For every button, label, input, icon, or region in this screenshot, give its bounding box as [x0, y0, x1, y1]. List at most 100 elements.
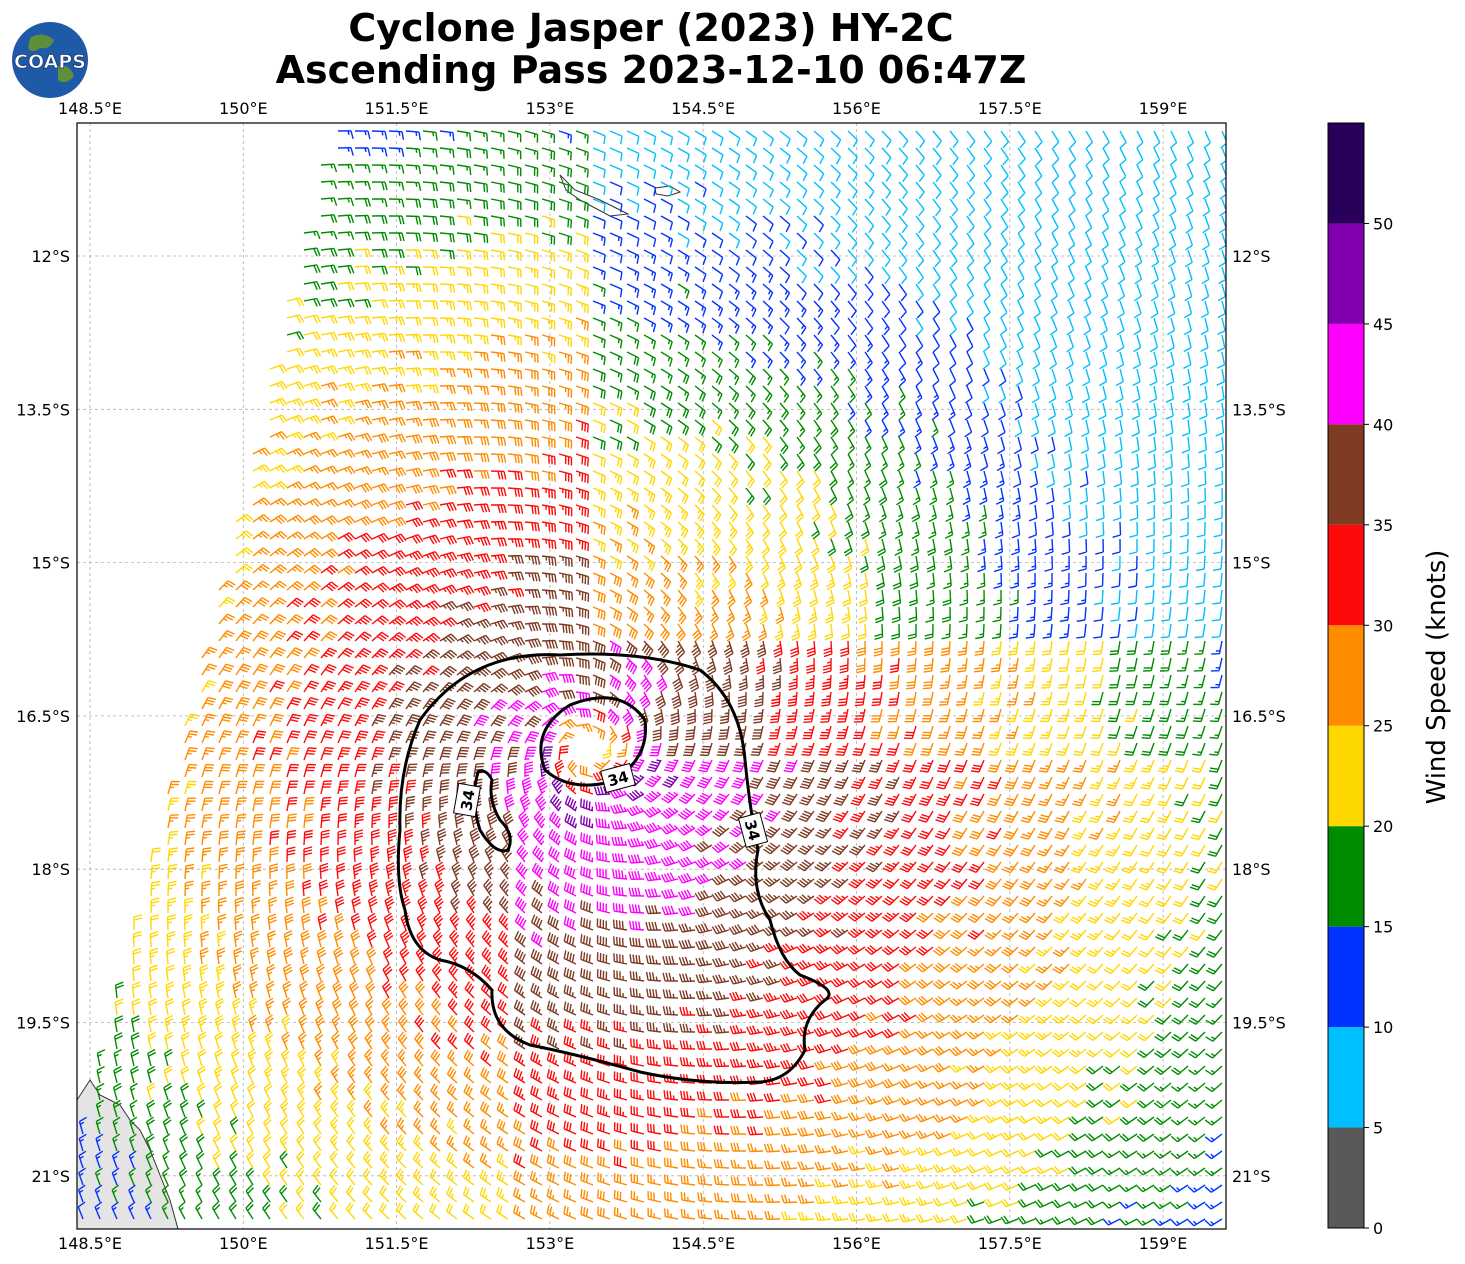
wind-barb: [1015, 351, 1024, 370]
wind-barb: [875, 589, 885, 607]
wind-barb: [1045, 504, 1055, 522]
wind-barb: [1072, 776, 1087, 790]
wind-barb: [884, 793, 900, 807]
wind-barb: [1001, 929, 1019, 941]
wind-barb: [1158, 725, 1172, 739]
wind-barb: [283, 930, 293, 948]
wind-barb: [626, 419, 640, 435]
wind-barb: [320, 381, 339, 391]
wind-barb: [371, 416, 389, 426]
wind-barb: [233, 930, 243, 948]
wind-barb: [1001, 912, 1019, 924]
wind-barb: [932, 266, 941, 285]
wind-barb: [718, 725, 730, 740]
wind-barb: [1034, 249, 1042, 268]
wind-barb: [745, 164, 758, 181]
lon-tick-label-bottom: 151.5°E: [365, 1234, 429, 1253]
wind-barb: [468, 844, 480, 863]
wind-barb: [337, 415, 356, 425]
wind-barb: [580, 849, 594, 863]
wind-barb: [925, 589, 935, 607]
wind-barb: [1167, 300, 1176, 319]
wind-barb: [694, 840, 713, 853]
wind-barb: [745, 283, 757, 300]
wind-barb: [1197, 504, 1206, 521]
wind-barb: [999, 317, 1008, 336]
wind-barb: [952, 793, 968, 807]
wind-barb: [830, 927, 849, 938]
wind-barb: [643, 215, 657, 231]
wind-barb: [1220, 130, 1226, 149]
wind-barb: [473, 634, 492, 645]
wind-barb: [888, 691, 900, 706]
wind-barb: [251, 880, 261, 897]
wind-barb: [932, 232, 942, 251]
wind-barb: [852, 742, 866, 756]
wind-barb: [1128, 555, 1138, 572]
wind-barb: [626, 572, 639, 589]
wind-barb: [456, 601, 475, 612]
wind-barb: [388, 615, 407, 626]
wind-barb: [692, 623, 703, 642]
wind-barb: [1008, 623, 1019, 639]
wind-barb: [269, 564, 288, 574]
lon-tick-label-bottom: 156°E: [832, 1234, 881, 1253]
wind-barb: [532, 845, 545, 863]
wind-barb: [575, 334, 589, 348]
wind-barb: [745, 215, 757, 232]
wind-barb: [404, 828, 414, 846]
wind-barb: [456, 147, 472, 159]
wind-barb: [770, 691, 781, 708]
wind-barb: [612, 902, 628, 914]
wind-barb: [473, 317, 489, 328]
wind-barb: [320, 564, 339, 575]
wind-barb: [473, 666, 492, 677]
wind-barb: [694, 215, 707, 232]
wind-barb: [507, 334, 523, 346]
wind-barb: [558, 640, 574, 651]
wind-barb: [683, 742, 696, 757]
wind-barb: [252, 563, 270, 574]
wind-barb: [532, 827, 545, 846]
wind-barb: [490, 470, 507, 480]
wind-barb: [580, 883, 594, 897]
wind-barb: [677, 419, 690, 436]
wind-barb: [422, 181, 438, 192]
wind-barb: [456, 164, 472, 176]
lon-tick-label-top: 150°E: [219, 99, 268, 118]
wind-barb: [1099, 317, 1108, 336]
wind-barb: [1077, 555, 1087, 572]
wind-barb: [167, 814, 179, 829]
wind-barb: [915, 232, 925, 251]
wind-barb: [711, 419, 723, 437]
wind-barb: [779, 317, 790, 335]
wind-barb: [643, 164, 657, 179]
wind-barb: [864, 283, 874, 302]
wind-barb: [252, 846, 262, 863]
wind-barb: [1083, 283, 1092, 302]
wind-barb: [994, 538, 1004, 556]
wind-barb: [337, 780, 349, 795]
wind-barb: [847, 215, 858, 233]
wind-barb: [1117, 266, 1126, 285]
wind-barb: [911, 521, 920, 540]
wind-barb: [660, 249, 673, 265]
wind-barb: [1063, 470, 1072, 488]
wind-barb: [677, 283, 690, 299]
wind-barb: [951, 844, 968, 857]
wind-barb: [184, 847, 195, 863]
wind-barb: [439, 485, 457, 495]
wind-barb: [898, 929, 917, 939]
wind-barb: [612, 869, 628, 880]
wind-barb: [913, 436, 922, 455]
wind-barb: [643, 572, 655, 589]
wind-barb: [973, 674, 985, 689]
wind-barb: [694, 232, 707, 249]
wind-barb: [1181, 436, 1191, 454]
wind-barb: [149, 930, 159, 948]
wind-barb: [694, 857, 713, 869]
wind-barb: [945, 487, 955, 506]
wind-barb: [849, 827, 866, 840]
lat-tick-label-left: 15°S: [31, 554, 70, 573]
wind-barb: [832, 827, 849, 839]
